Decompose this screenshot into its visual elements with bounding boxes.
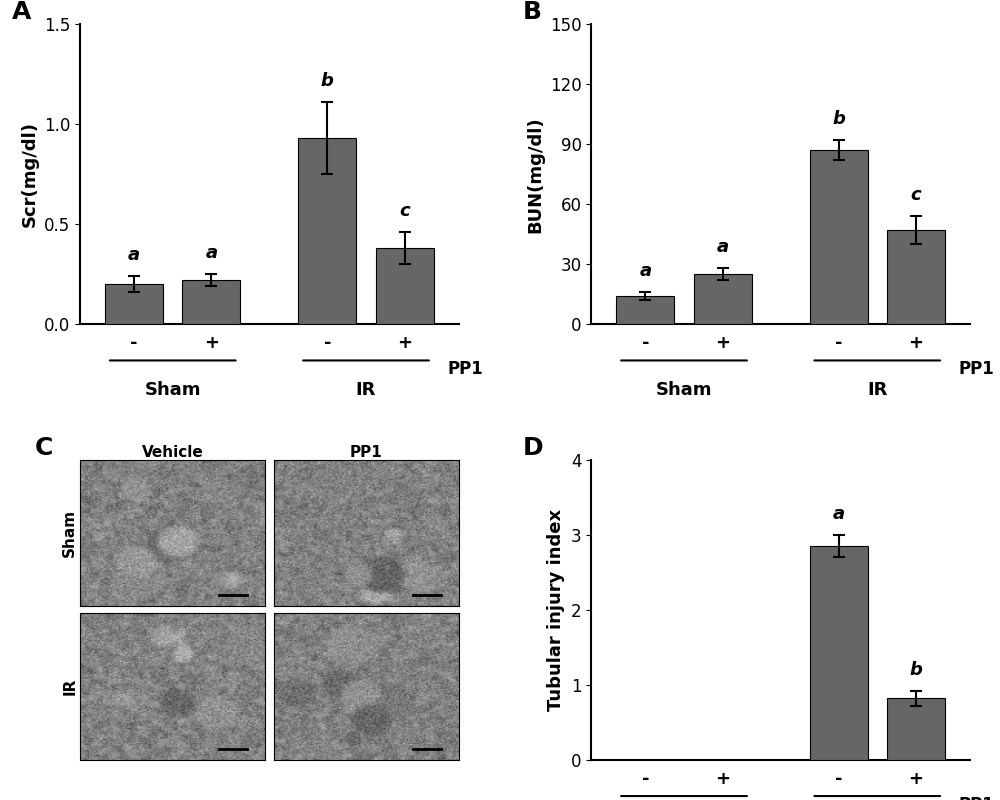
Text: a: a	[205, 244, 217, 262]
Y-axis label: IR: IR	[62, 678, 77, 695]
Bar	[182, 280, 240, 325]
Y-axis label: Scr(mg/dl): Scr(mg/dl)	[20, 122, 38, 227]
Text: a: a	[833, 505, 845, 522]
Bar	[887, 230, 945, 325]
Text: c: c	[911, 186, 921, 204]
Bar	[616, 296, 674, 325]
Title: Vehicle: Vehicle	[141, 445, 203, 459]
Text: b: b	[321, 72, 334, 90]
Text: a: a	[639, 262, 651, 280]
Text: PP1: PP1	[958, 361, 994, 378]
Bar	[810, 546, 868, 760]
Title: PP1: PP1	[350, 445, 383, 459]
Bar	[810, 150, 868, 325]
Text: a: a	[717, 238, 729, 256]
Text: b: b	[832, 110, 845, 128]
Text: a: a	[128, 246, 140, 264]
Text: PP1: PP1	[447, 361, 483, 378]
Bar	[298, 138, 356, 325]
Text: C: C	[35, 435, 53, 459]
Text: IR: IR	[867, 382, 887, 399]
Y-axis label: Tubular injury index: Tubular injury index	[547, 509, 565, 711]
Bar	[887, 698, 945, 760]
Y-axis label: BUN(mg/dl): BUN(mg/dl)	[526, 116, 544, 233]
Text: PP1: PP1	[958, 796, 994, 800]
Text: A: A	[12, 0, 31, 24]
Bar	[694, 274, 752, 325]
Text: IR: IR	[356, 382, 376, 399]
Y-axis label: Sham: Sham	[62, 509, 77, 557]
Text: D: D	[523, 435, 544, 459]
Text: B: B	[523, 0, 542, 24]
Text: c: c	[399, 202, 410, 220]
Text: Sham: Sham	[144, 382, 201, 399]
Text: Sham: Sham	[656, 382, 712, 399]
Bar	[105, 284, 163, 325]
Bar	[376, 248, 434, 325]
Text: b: b	[909, 661, 922, 679]
